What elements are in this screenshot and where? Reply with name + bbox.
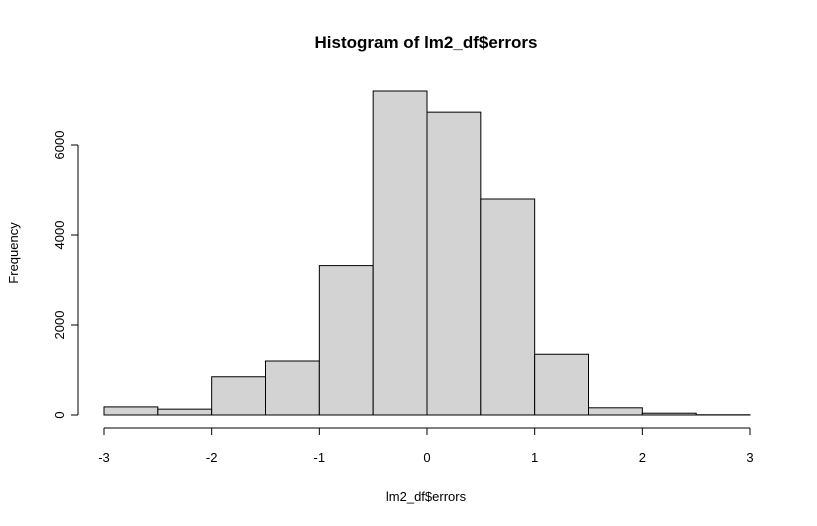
y-axis: 0 2000 4000 6000 (52, 131, 79, 419)
x-tick-label: 1 (531, 450, 538, 465)
x-tick-label: 2 (639, 450, 646, 465)
chart-title: Histogram of lm2_df$errors (315, 33, 538, 52)
y-axis-label: Frequency (6, 222, 21, 284)
x-tick-label: -1 (314, 450, 326, 465)
x-axis-label: lm2_df$errors (386, 489, 467, 504)
x-axis: -3 -2 -1 0 1 2 3 (98, 427, 754, 465)
histogram-bar (641, 412, 697, 416)
histogram-bars (103, 90, 751, 416)
y-tick-label: 0 (52, 411, 67, 418)
histogram-bar (480, 198, 536, 416)
histogram-bar (534, 353, 590, 416)
x-tick-label: 0 (423, 450, 430, 465)
x-tick-label: -2 (206, 450, 218, 465)
y-tick-label: 4000 (52, 221, 67, 250)
histogram-bar (265, 360, 320, 416)
x-tick-label: -3 (98, 450, 110, 465)
x-tick-label: 3 (746, 450, 753, 465)
y-tick-label: 6000 (52, 131, 67, 160)
y-tick-label: 2000 (52, 311, 67, 340)
histogram-bar (103, 406, 159, 416)
histogram-bar (372, 90, 428, 416)
histogram-bar (211, 376, 267, 416)
histogram-bar (318, 265, 374, 416)
histogram-bar (157, 408, 213, 416)
histogram-bar (588, 407, 643, 416)
histogram-bar (426, 111, 482, 416)
